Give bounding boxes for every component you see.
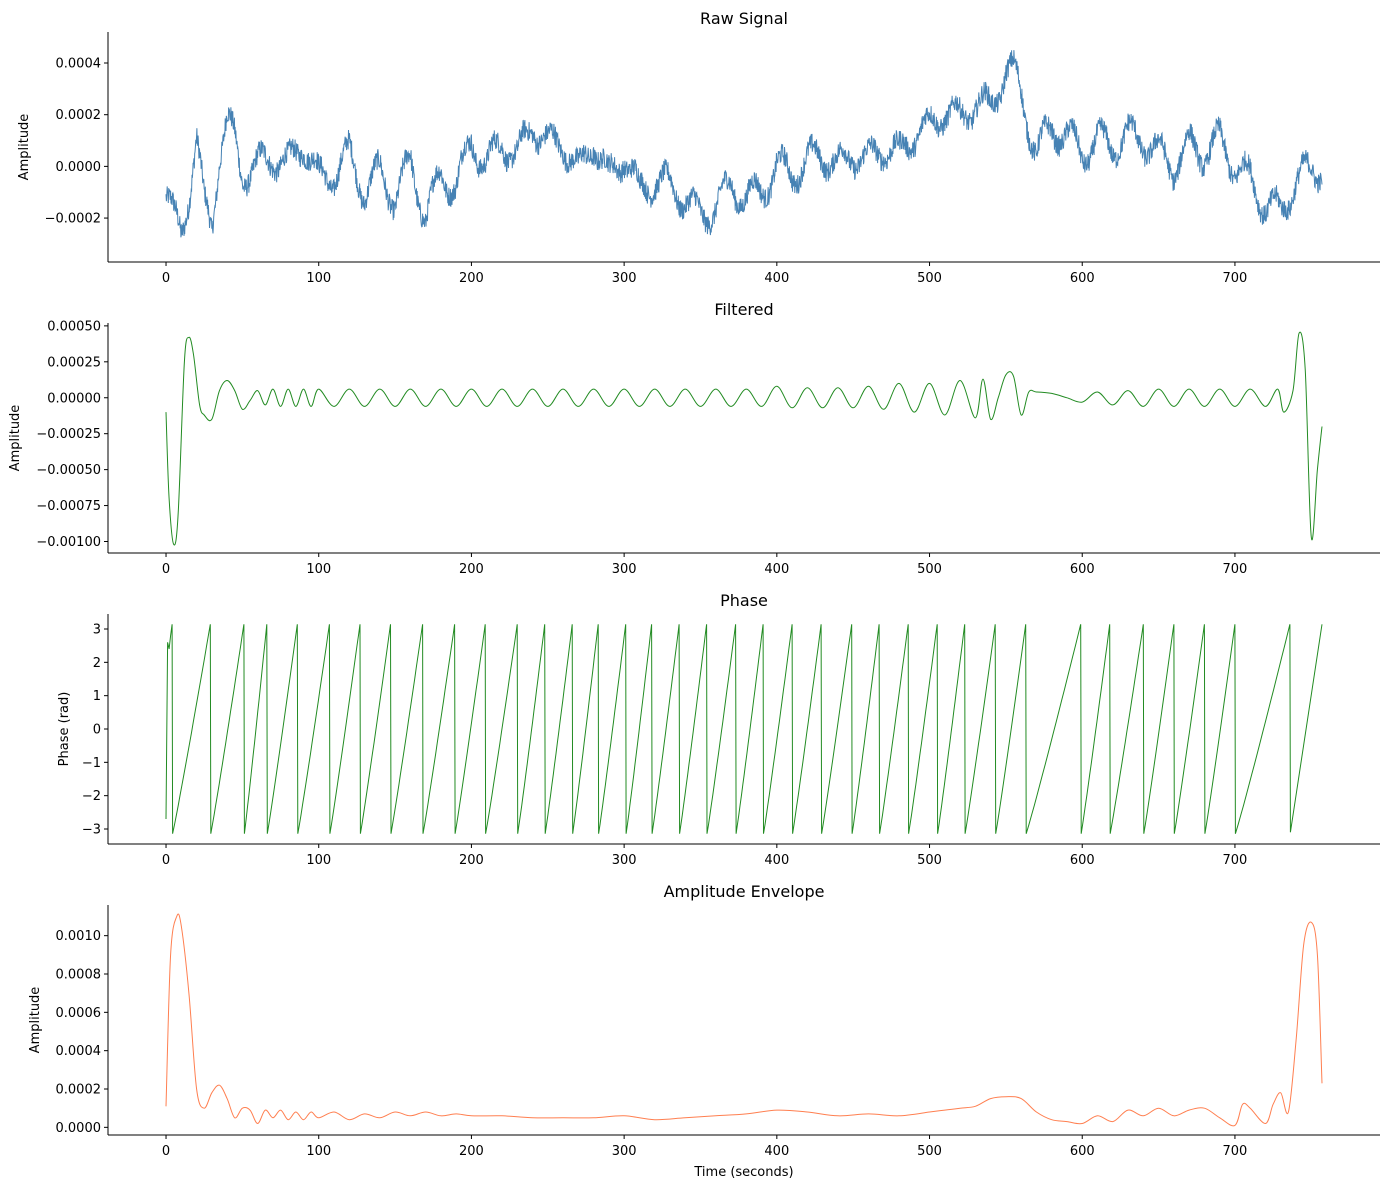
x-tick-label: 100 [306,562,331,577]
x-axis-label: Time (seconds) [693,1165,793,1180]
x-tick-label: 600 [1070,853,1095,868]
x-tick-label: 100 [306,271,331,286]
x-tick-label: 700 [1223,1144,1248,1159]
x-tick-label: 300 [612,853,637,868]
x-tick-label: 200 [459,853,484,868]
y-tick-label: 3 [93,623,101,638]
x-tick-label: 0 [162,271,170,286]
x-tick-label: 400 [764,271,789,286]
y-tick-label: 0.0002 [56,1083,102,1098]
chart-title: Amplitude Envelope [664,882,825,901]
y-tick-label: 1 [93,689,101,704]
x-tick-label: 700 [1223,271,1248,286]
y-tick-label: −0.00075 [36,499,101,514]
x-tick-label: 400 [764,562,789,577]
x-tick-label: 600 [1070,562,1095,577]
y-tick-label: −0.0002 [45,212,101,227]
y-axis-label: Phase (rad) [57,692,72,767]
y-tick-label: 0.0002 [56,108,102,123]
y-tick-label: 0.0000 [56,160,102,175]
x-tick-label: 200 [459,1144,484,1159]
y-tick-label: −0.00050 [36,463,101,478]
x-tick-label: 600 [1070,1144,1095,1159]
x-tick-label: 500 [917,271,942,286]
x-tick-label: 400 [764,1144,789,1159]
x-tick-label: 500 [917,1144,942,1159]
y-tick-label: −2 [82,789,101,804]
chart-title: Raw Signal [700,9,788,28]
y-tick-label: 2 [93,656,101,671]
x-tick-label: 200 [459,562,484,577]
y-axis-label: Amplitude [17,114,32,181]
y-tick-label: 0.0004 [56,1044,102,1059]
x-tick-label: 100 [306,853,331,868]
x-tick-label: 300 [612,271,637,286]
y-axis-label: Amplitude [8,405,23,472]
y-tick-label: 0.0000 [56,1121,102,1136]
x-tick-label: 200 [459,271,484,286]
chart-title: Phase [720,591,768,610]
y-tick-label: 0.00025 [47,355,101,370]
chart-panel-1: Filtered 0 100 200 300 400 500 600 700 −0.00100 −0… [8,300,1380,577]
y-tick-label: 0.0010 [56,929,102,944]
x-tick-label: 0 [162,562,170,577]
x-tick-label: 0 [162,1144,170,1159]
x-tick-label: 500 [917,853,942,868]
x-tick-label: 300 [612,562,637,577]
series-line [165,913,1323,1127]
y-tick-label: −0.00025 [36,427,101,442]
y-tick-label: −1 [82,756,101,771]
y-tick-label: 0 [93,723,101,738]
series-line [165,50,1323,238]
chart-title: Filtered [714,300,773,319]
y-tick-label: 0.00050 [47,319,101,334]
series-line [165,331,1323,546]
y-tick-label: −3 [82,823,101,838]
y-tick-label: 0.0006 [56,1006,102,1021]
y-tick-label: 0.00000 [47,391,101,406]
x-tick-label: 700 [1223,853,1248,868]
x-tick-label: 600 [1070,271,1095,286]
x-tick-label: 400 [764,853,789,868]
x-tick-label: 0 [162,853,170,868]
y-tick-label: −0.00100 [36,535,101,550]
y-axis-label: Amplitude [28,987,43,1054]
chart-panel-3: Amplitude Envelope 0 100 200 300 400 500 600 700… [28,882,1380,1180]
x-tick-label: 700 [1223,562,1248,577]
y-tick-label: 0.0008 [56,968,102,983]
y-tick-label: 0.0004 [56,57,102,72]
x-tick-label: 500 [917,562,942,577]
chart-panel-2: Phase 0 100 200 300 400 500 600 700 −3 −2 −1 0 1 2 3 Pha… [57,591,1380,868]
series-line [165,624,1323,834]
chart-panel-0: Raw Signal 0 100 200 300 400 500 600 700 −0.0002 0… [17,9,1380,286]
x-tick-label: 300 [612,1144,637,1159]
x-tick-label: 100 [306,1144,331,1159]
